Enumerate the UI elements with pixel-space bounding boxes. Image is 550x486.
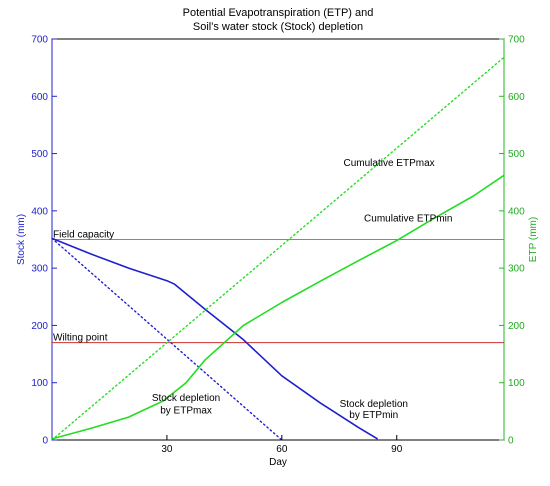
x-tick-label: 90 [391, 444, 403, 455]
annotation-text: by ETPmax [160, 406, 212, 417]
series-line [51, 56, 505, 441]
left-tick-label: 100 [31, 378, 48, 389]
series-lines [51, 56, 505, 441]
right-tick-label: 300 [508, 264, 525, 275]
left-tick-label: 0 [42, 436, 48, 447]
reference-line-label: Field capacity [53, 230, 114, 241]
left-tick-label: 700 [31, 35, 48, 46]
right-tick-label: 500 [508, 149, 525, 160]
x-axis-ticks: 30 60 90 [161, 435, 403, 455]
series-line [51, 237, 379, 440]
reference-line-label: Wilting point [53, 333, 108, 344]
annotations: Cumulative ETPmax Cumulative ETPmin Stock … [152, 158, 453, 421]
left-tick-label: 400 [31, 206, 48, 217]
chart-title-line: Soil's water stock (Stock) depletion [193, 21, 363, 33]
right-tick-label: 0 [508, 436, 514, 447]
series-line [51, 174, 505, 440]
x-tick-label: 60 [276, 444, 288, 455]
left-tick-label: 200 [31, 321, 48, 332]
annotation-text: Cumulative ETPmax [344, 158, 435, 169]
right-tick-label: 100 [508, 378, 525, 389]
annotation-text: Stock depletion [340, 399, 408, 410]
left-tick-label: 300 [31, 264, 48, 275]
right-tick-label: 200 [508, 321, 525, 332]
x-tick-label: 30 [161, 444, 173, 455]
annotation-text: by ETPmin [349, 410, 398, 421]
right-tick-label: 600 [508, 92, 525, 103]
chart-title: Potential Evapotranspiration (ETP) and So… [183, 7, 374, 33]
left-tick-label: 600 [31, 92, 48, 103]
right-y-axis-label: ETP (mm) [528, 217, 539, 262]
reference-lines: Field capacity Wilting point [52, 230, 504, 344]
left-axis-ticks: 0 100 200 300 400 500 600 700 [31, 35, 57, 447]
right-tick-label: 700 [508, 35, 525, 46]
annotation-text: Cumulative ETPmin [364, 214, 452, 225]
series-line [51, 237, 283, 441]
right-tick-label: 400 [508, 206, 525, 217]
chart-title-line: Potential Evapotranspiration (ETP) and [183, 7, 374, 19]
annotation-text: Stock depletion [152, 393, 220, 404]
left-y-axis-label: Stock (mm) [16, 214, 27, 265]
x-axis-label: Day [269, 457, 287, 468]
right-axis-ticks: 0 100 200 300 400 500 600 700 [499, 35, 525, 447]
left-tick-label: 500 [31, 149, 48, 160]
